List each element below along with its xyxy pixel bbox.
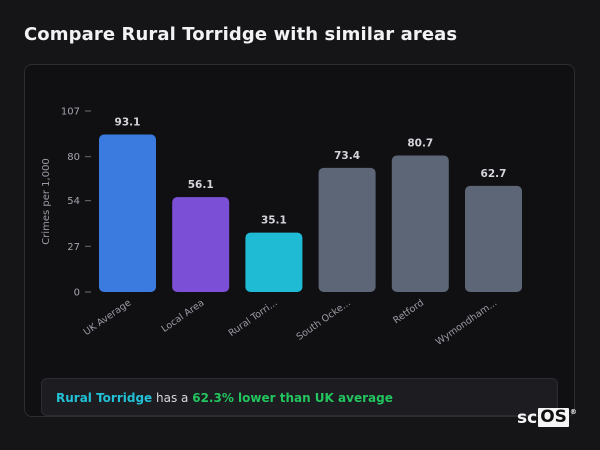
x-tick-label: Local Area	[160, 297, 207, 334]
brand-prefix: sc	[517, 408, 538, 428]
value-labels-group: 93.1 56.1 35.1 73.4 80.7 62.7	[115, 117, 507, 227]
bar-value-label: 62.7	[481, 168, 507, 180]
page-title: Compare Rural Torridge with similar area…	[24, 24, 458, 45]
bar	[465, 185, 522, 292]
bar	[391, 155, 449, 292]
x-tick-label: Rural Torri...	[227, 297, 280, 339]
x-tick-label: South Ocke...	[295, 297, 353, 342]
summary-banner: Rural Torridge has a 62.3% lower than UK…	[41, 378, 558, 416]
summary-area-name: Rural Torridge	[56, 391, 153, 405]
bar-value-label: 80.7	[407, 137, 433, 149]
brand-box: OS	[538, 407, 569, 427]
chart-card: 0 27 54 80 107 93.1 56.1 35.1 73.4 80.7 62.7 UK A…	[24, 64, 575, 417]
bar-chart: 0 27 54 80 107 93.1 56.1 35.1 73.4 80.7 62.7 UK A…	[41, 107, 522, 348]
bar	[172, 197, 230, 292]
y-tick-label: 80	[67, 152, 80, 163]
brand-registered-mark: ®	[569, 408, 577, 416]
y-axis: 0 27 54 80 107	[61, 107, 91, 299]
bar-value-label: 56.1	[188, 179, 214, 191]
summary-text: has a	[152, 391, 193, 405]
summary-comparison: 62.3% lower than UK average	[192, 391, 393, 405]
y-tick-label: 54	[67, 196, 80, 207]
y-tick-label: 27	[67, 242, 80, 253]
brand-logo: sc OS ®	[517, 407, 577, 429]
y-tick-label: 0	[74, 288, 80, 299]
x-tick-label: UK Average	[82, 297, 134, 338]
bar	[318, 167, 376, 292]
bar	[99, 134, 156, 292]
bar	[245, 232, 303, 292]
y-tick-label: 107	[61, 107, 80, 118]
bar-value-label: 35.1	[261, 215, 287, 227]
bar-value-label: 73.4	[334, 150, 360, 162]
x-tick-label: Retford	[391, 297, 426, 326]
bar-value-label: 93.1	[115, 117, 141, 129]
y-axis-title: Crimes per 1,000	[41, 158, 52, 245]
bars-group	[99, 134, 522, 292]
x-axis: UK Average Local Area Rural Torri... South …	[82, 297, 500, 347]
x-tick-label: Wymondham...	[434, 297, 499, 347]
